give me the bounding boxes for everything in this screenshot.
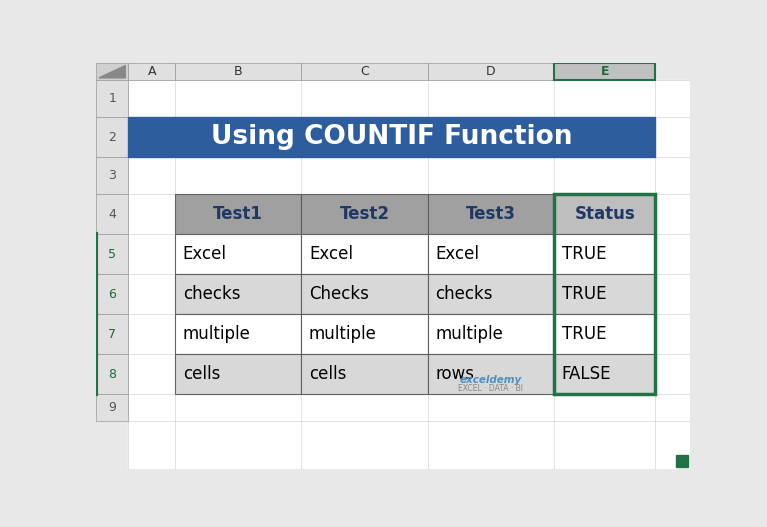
Bar [554,194,656,394]
Bar [427,354,554,394]
Text: Using COUNTIF Function: Using COUNTIF Function [211,124,573,150]
Text: checks: checks [436,285,493,303]
Text: 6: 6 [108,288,116,301]
Text: 4: 4 [108,208,116,221]
Text: 7: 7 [108,328,116,341]
Text: B: B [234,65,242,78]
Polygon shape [99,65,125,78]
Bar [301,234,427,274]
Bar [128,117,656,157]
Text: 3: 3 [108,169,116,182]
Text: Test3: Test3 [466,205,515,223]
Text: TRUE: TRUE [561,325,606,343]
Text: multiple: multiple [436,325,503,343]
Text: EXCEL · DATA · BI: EXCEL · DATA · BI [458,384,523,393]
Bar [175,274,301,314]
Text: D: D [486,65,495,78]
Text: checks: checks [183,285,240,303]
Text: Excel: Excel [309,245,353,263]
Text: cells: cells [183,365,220,383]
Bar [301,354,427,394]
Text: multiple: multiple [309,325,377,343]
Bar [427,314,554,354]
Bar [96,394,128,421]
Text: 1: 1 [108,92,116,105]
Bar [427,63,554,80]
Bar [96,117,128,157]
Text: 8: 8 [108,368,116,381]
Bar [96,274,128,314]
Bar [175,234,301,274]
Bar [96,314,128,354]
Bar [554,354,656,394]
Text: rows: rows [436,365,474,383]
Text: C: C [360,65,369,78]
Text: multiple: multiple [183,325,251,343]
Text: 9: 9 [108,402,116,414]
Bar [554,234,656,274]
Bar [175,354,301,394]
Text: Test2: Test2 [340,205,390,223]
Text: A: A [147,65,156,78]
Text: TRUE: TRUE [561,285,606,303]
Bar [175,194,301,234]
Bar [301,194,427,234]
Bar [427,274,554,314]
Bar [175,314,301,354]
Bar [301,63,427,80]
Bar [128,63,175,80]
Bar [96,80,128,117]
Bar [96,234,128,274]
Bar [96,157,128,194]
Bar [676,455,688,467]
Text: Test1: Test1 [213,205,263,223]
Text: Status: Status [574,205,635,223]
Text: TRUE: TRUE [561,245,606,263]
Text: cells: cells [309,365,347,383]
Bar [427,234,554,274]
Bar [554,314,656,354]
Bar [96,63,128,80]
Text: 5: 5 [108,248,116,261]
Bar [554,194,656,234]
Bar [175,63,301,80]
Bar [554,274,656,314]
Bar [301,274,427,314]
Text: FALSE: FALSE [561,365,611,383]
Text: 2: 2 [108,131,116,144]
Text: Excel: Excel [183,245,227,263]
Text: exceldemy: exceldemy [459,375,522,385]
Text: E: E [601,65,609,78]
Bar [96,354,128,394]
Bar [554,63,656,80]
Bar [301,314,427,354]
Text: Excel: Excel [436,245,479,263]
Bar [427,194,554,234]
Text: Checks: Checks [309,285,369,303]
Bar [96,194,128,234]
